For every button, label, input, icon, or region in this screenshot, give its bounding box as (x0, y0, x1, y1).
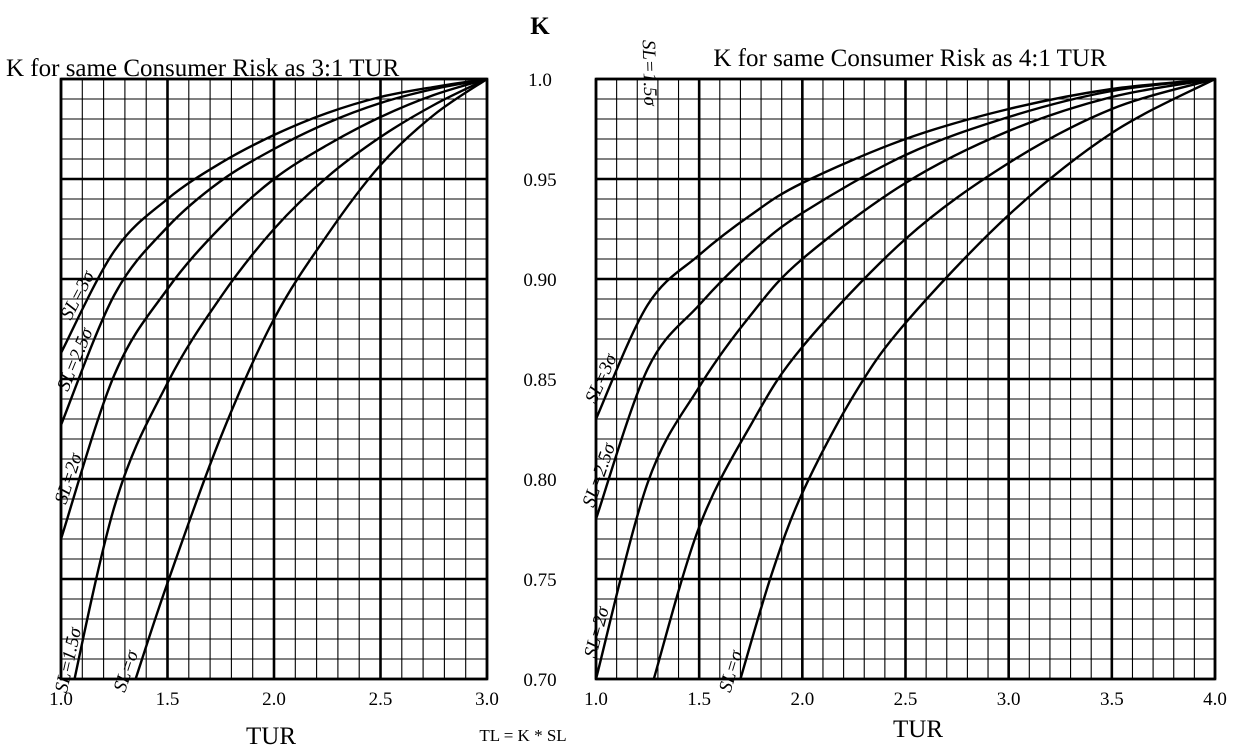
k-tick-label: 0.95 (523, 170, 556, 191)
right-chart-title: K for same Consumer Risk as 4:1 TUR (713, 45, 1107, 72)
right-x-tick-label: 3.5 (1100, 689, 1124, 710)
left-grid (59, 77, 489, 681)
right-series-line (596, 79, 1215, 420)
left-x-tick-label: 1.0 (49, 689, 73, 710)
left-x-tick-label: 3.0 (475, 689, 499, 710)
k-tick-label: 1.0 (528, 70, 552, 91)
k-axis-title: K (530, 13, 550, 40)
k-tick-label: 0.85 (523, 370, 556, 391)
left-x-tick-label: 2.0 (262, 689, 286, 710)
left-series-line (61, 79, 487, 354)
right-x-tick-label: 4.0 (1203, 689, 1227, 710)
left-series-label: SL=1.5σ (51, 625, 86, 695)
right-series-line (596, 79, 1215, 679)
left-series-line (61, 79, 487, 426)
right-x-tick-label: 2.5 (894, 689, 918, 710)
left-series-line (61, 79, 487, 540)
right-x-tick-label: 2.0 (790, 689, 814, 710)
left-chart: K for same Consumer Risk as 3:1 TUR TUR … (6, 55, 499, 750)
right-chart: K for same Consumer Risk as 4:1 TUR TUR … (579, 40, 1227, 743)
right-x-tick-label: 1.0 (584, 689, 608, 710)
right-series-line (652, 79, 1215, 679)
right-series-label: SL=2σ (580, 604, 614, 660)
right-x-axis-label: TUR (893, 716, 943, 743)
k-axis: K 1.0 0.95 0.90 0.85 0.80 0.75 0.70 (523, 13, 556, 691)
k-tick-label: 0.90 (523, 270, 556, 291)
right-x-tick-label: 1.5 (687, 689, 711, 710)
left-series-label: SL=3σ (56, 267, 99, 323)
left-series-line (73, 79, 487, 679)
right-series-line (596, 79, 1215, 520)
left-x-tick-label: 2.5 (369, 689, 393, 710)
right-series-label: SL=1.5σ (638, 40, 661, 107)
right-series-line (739, 79, 1215, 679)
left-plot-frame (59, 77, 489, 681)
left-chart-title: K for same Consumer Risk as 3:1 TUR (6, 55, 400, 82)
right-plot-frame (594, 77, 1217, 681)
footnote: TL = K * SL (479, 726, 566, 745)
k-tick-label: 0.70 (523, 670, 556, 691)
left-series-line (134, 79, 487, 679)
k-tick-label: 0.80 (523, 470, 556, 491)
right-x-tick-label: 3.0 (997, 689, 1021, 710)
k-tick-label: 0.75 (523, 570, 556, 591)
right-grid (594, 77, 1217, 681)
left-x-axis-label: TUR (246, 723, 296, 750)
left-x-tick-label: 1.5 (156, 689, 180, 710)
